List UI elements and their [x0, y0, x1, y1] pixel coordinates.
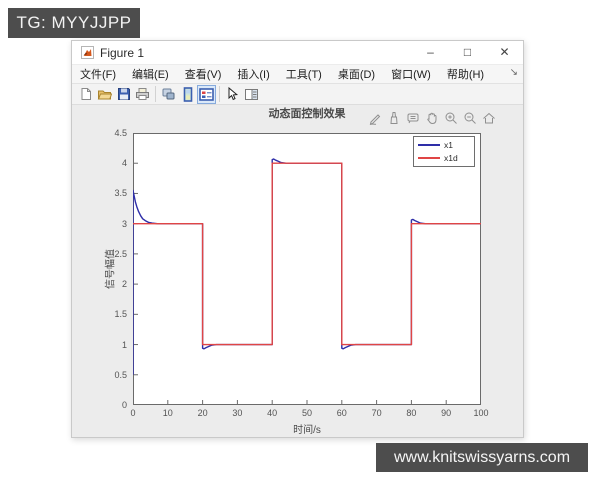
menu-tools[interactable]: 工具(T) — [285, 69, 322, 81]
plot-svg — [132, 133, 481, 405]
y-tick: 4 — [121, 158, 127, 169]
menu-desktop[interactable]: 桌面(D) — [337, 69, 376, 81]
dock-figure-icon[interactable]: ↘ — [509, 67, 518, 78]
export-button[interactable] — [366, 109, 383, 126]
menu-edit[interactable]: 编辑(E) — [132, 69, 169, 81]
open-file-icon — [97, 90, 112, 100]
menu-insert[interactable]: 插入(I) — [237, 69, 270, 81]
x-axis-label: 时间/s — [293, 425, 321, 436]
menu-bar: 文件(F) 编辑(E) 查看(V) 插入(I) 工具(T) 桌面(D) 窗口(W… — [72, 64, 523, 83]
brush-button[interactable] — [385, 109, 402, 126]
property-inspector-icon — [245, 88, 258, 100]
y-tick: 2.5 — [114, 248, 127, 259]
x-tick: 80 — [406, 408, 417, 418]
legend-label: x1d — [444, 153, 458, 163]
brush-icon — [389, 111, 398, 124]
export-icon — [369, 113, 380, 125]
legend-line-sample — [418, 157, 440, 159]
insert-legend-icon — [199, 87, 214, 101]
zoom-in-icon — [445, 112, 457, 124]
figure-toolbar — [72, 83, 523, 105]
datatip-icon — [407, 113, 418, 123]
x-tick: 70 — [371, 408, 382, 418]
edit-plot-cursor-icon — [228, 87, 239, 101]
y-tick: 2 — [121, 279, 127, 290]
y-tick: 3.5 — [114, 188, 127, 199]
x-tick: 60 — [336, 408, 347, 418]
legend-line-sample — [418, 144, 440, 146]
insert-colorbar-icon — [183, 86, 192, 102]
pan-hand-icon — [426, 112, 436, 124]
legend-label: x1 — [444, 140, 453, 150]
matlab-icon — [81, 46, 94, 59]
y-tick: 1.5 — [114, 309, 127, 320]
x-tick: 30 — [232, 408, 243, 418]
legend-entry: x1d — [418, 153, 470, 163]
x-tick: 10 — [162, 408, 173, 418]
x-tick: 100 — [473, 408, 489, 418]
link-plot-button[interactable] — [159, 85, 178, 104]
new-figure-icon — [81, 88, 91, 100]
insert-legend-button[interactable] — [197, 84, 216, 104]
plot-axes[interactable] — [132, 133, 481, 405]
toolbar-separator — [155, 86, 156, 102]
x-tick: 90 — [441, 408, 452, 418]
save-figure-button[interactable] — [114, 85, 133, 104]
watermark: www.knitswissyarns.com — [376, 443, 588, 472]
window-title: Figure 1 — [100, 45, 145, 60]
x-tick: 20 — [197, 408, 208, 418]
save-icon — [117, 88, 130, 100]
legend[interactable]: x1 x1d — [413, 136, 475, 167]
restore-view-button[interactable] — [480, 109, 497, 126]
edit-plot-button[interactable] — [223, 85, 242, 104]
new-figure-button[interactable] — [76, 85, 95, 104]
home-icon — [482, 112, 495, 123]
tg-badge: TG: MYYJJPP — [8, 8, 140, 38]
title-bar[interactable]: Figure 1 – □ ✕ — [72, 41, 523, 64]
y-tick: 3 — [121, 218, 127, 229]
x-tick: 0 — [130, 408, 136, 418]
y-axis-label: 信号幅值 — [105, 249, 117, 289]
y-tick: 0 — [121, 400, 127, 410]
zoom-out-button[interactable] — [461, 109, 478, 126]
menu-help[interactable]: 帮助(H) — [446, 69, 485, 81]
plot-title: 动态面控制效果 — [268, 108, 346, 120]
print-icon — [136, 88, 149, 100]
y-tick: 1 — [121, 339, 127, 350]
open-file-button[interactable] — [95, 85, 114, 104]
menu-view[interactable]: 查看(V) — [184, 69, 222, 81]
legend-entry: x1 — [418, 140, 470, 150]
zoom-out-icon — [464, 112, 476, 124]
print-figure-button[interactable] — [133, 85, 152, 104]
maximize-button[interactable]: □ — [463, 45, 472, 59]
datatip-button[interactable] — [404, 109, 421, 126]
close-button[interactable]: ✕ — [499, 45, 510, 59]
toolbar-separator — [219, 86, 220, 102]
menu-file[interactable]: 文件(F) — [80, 69, 117, 81]
window-controls: – □ ✕ — [412, 41, 523, 64]
pan-button[interactable] — [423, 109, 440, 126]
y-tick: 0.5 — [114, 369, 127, 380]
x-tick: 40 — [267, 408, 278, 418]
property-inspector-button[interactable] — [242, 85, 261, 104]
x-tick: 50 — [301, 408, 313, 418]
axes-toolbar — [366, 109, 497, 126]
minimize-button[interactable]: – — [427, 45, 434, 59]
insert-colorbar-button[interactable] — [178, 85, 197, 104]
y-tick: 4.5 — [114, 128, 127, 138]
zoom-in-button[interactable] — [442, 109, 459, 126]
y-tick-labels: 0 0.5 1 1.5 2 2.5 3 3.5 4 4.5 — [85, 128, 127, 410]
menu-window[interactable]: 窗口(W) — [391, 69, 431, 81]
x-tick-labels: 0 10 20 30 40 50 60 70 80 90 100 — [130, 408, 488, 420]
link-plot-icon — [162, 88, 175, 100]
